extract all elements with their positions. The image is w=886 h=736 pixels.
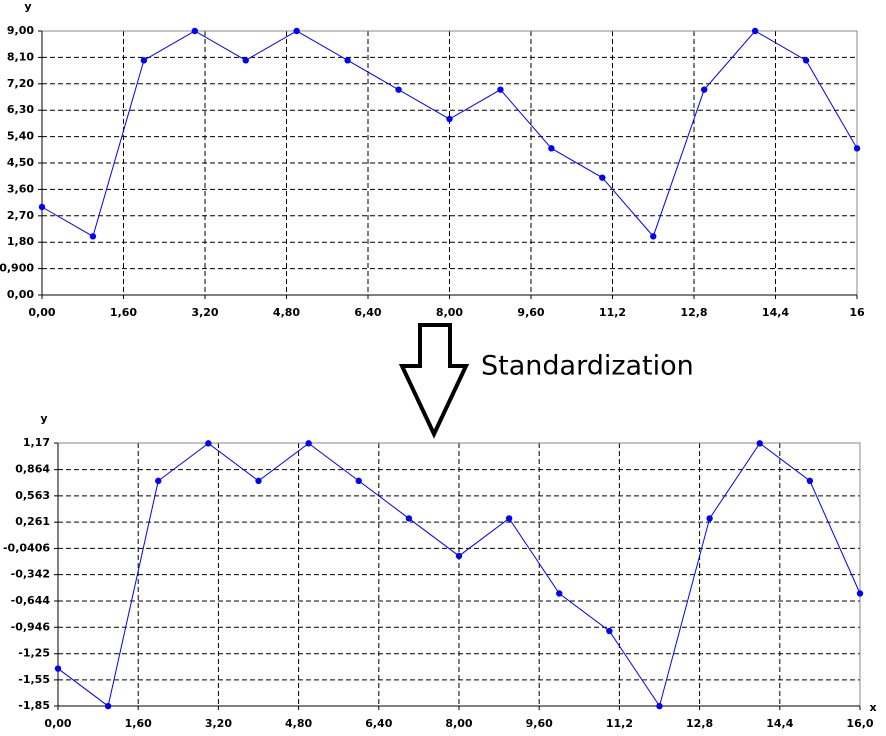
data-point bbox=[751, 27, 759, 35]
data-point bbox=[455, 552, 463, 560]
y-tick-label: 1,80 bbox=[7, 235, 34, 248]
y-tick-label: -0,342 bbox=[11, 568, 50, 581]
y-tick-label: 3,60 bbox=[7, 182, 34, 195]
data-point bbox=[505, 515, 513, 522]
y-tick-label: 0,900 bbox=[0, 262, 34, 275]
y-axis-label: y bbox=[24, 0, 31, 13]
x-tick-label: 4,80 bbox=[273, 306, 300, 319]
y-tick-label: -0,0406 bbox=[3, 541, 50, 554]
x-tick-label: 11,2 bbox=[606, 717, 633, 730]
x-tick-label: 1,60 bbox=[125, 717, 152, 730]
data-point bbox=[242, 57, 249, 64]
data-point bbox=[446, 115, 453, 123]
data-point bbox=[806, 477, 814, 485]
y-tick-label: -1,55 bbox=[18, 673, 50, 686]
data-point bbox=[395, 86, 402, 93]
data-point bbox=[606, 627, 613, 635]
data-point bbox=[853, 145, 861, 152]
data-point bbox=[497, 86, 504, 93]
data-line bbox=[41, 30, 858, 238]
data-point bbox=[706, 515, 713, 522]
data-point bbox=[556, 590, 563, 597]
data-point bbox=[656, 702, 663, 710]
data-point bbox=[802, 57, 810, 64]
data-point bbox=[205, 440, 212, 447]
x-tick-label: 6,40 bbox=[365, 717, 392, 730]
data-point bbox=[305, 440, 312, 447]
y-tick-label: 4,50 bbox=[7, 156, 34, 169]
x-tick-label: 0,00 bbox=[28, 306, 55, 319]
y-tick-label: 2,70 bbox=[7, 209, 34, 222]
data-point bbox=[104, 702, 112, 710]
data-point bbox=[355, 477, 362, 485]
y-tick-label: 5,40 bbox=[7, 130, 34, 143]
data-point bbox=[650, 233, 657, 240]
data-point bbox=[89, 233, 97, 240]
arrow bbox=[398, 323, 470, 439]
x-tick-label: 9,60 bbox=[526, 717, 553, 730]
y-tick-label: -0,644 bbox=[11, 594, 51, 607]
x-tick-label: 1,60 bbox=[110, 306, 137, 319]
y-tick-label: -0,946 bbox=[11, 620, 51, 633]
x-tick-label: 12,8 bbox=[680, 306, 707, 319]
y-tick-label: 0,261 bbox=[15, 515, 50, 528]
x-tick-label: 8,00 bbox=[445, 717, 472, 730]
y-tick-label: 9,00 bbox=[7, 24, 34, 37]
y-axis-label: y bbox=[40, 412, 47, 425]
x-tick-label: 16 bbox=[849, 306, 865, 319]
data-point bbox=[344, 57, 351, 64]
x-axis-label: x bbox=[869, 701, 876, 714]
y-tick-label: 8,10 bbox=[7, 50, 34, 63]
x-tick-label: 12,8 bbox=[686, 717, 713, 730]
x-tick-label: 14,4 bbox=[762, 306, 789, 319]
x-tick-label: 3,20 bbox=[191, 306, 218, 319]
y-tick-label: -1,25 bbox=[18, 647, 50, 660]
x-tick-label: 0,00 bbox=[44, 717, 71, 730]
data-point bbox=[405, 515, 413, 522]
y-tick-label: 0,864 bbox=[15, 463, 50, 476]
y-tick-label: 0,00 bbox=[7, 288, 34, 301]
data-point bbox=[700, 86, 708, 93]
x-tick-label: 3,20 bbox=[205, 717, 232, 730]
data-point bbox=[191, 27, 199, 35]
y-tick-label: -1,85 bbox=[18, 699, 50, 712]
data-point bbox=[54, 665, 62, 672]
y-tick-label: 1,17 bbox=[23, 436, 50, 449]
x-tick-label: 4,80 bbox=[285, 717, 312, 730]
y-tick-label: 7,20 bbox=[7, 77, 34, 90]
x-tick-label: 11,2 bbox=[599, 306, 626, 319]
data-point bbox=[293, 27, 300, 35]
data-point bbox=[856, 590, 864, 597]
x-tick-label: 9,60 bbox=[517, 306, 544, 319]
caption: Standardization bbox=[481, 351, 694, 382]
data-point bbox=[155, 477, 162, 485]
data-point bbox=[548, 145, 555, 152]
x-tick-label: 8,00 bbox=[436, 306, 463, 319]
data-point bbox=[255, 477, 262, 485]
data-point bbox=[38, 203, 46, 211]
x-tick-label: 6,40 bbox=[354, 306, 381, 319]
x-tick-label: 14,4 bbox=[766, 717, 793, 730]
data-point bbox=[599, 174, 606, 181]
y-tick-label: 6,30 bbox=[7, 103, 34, 116]
y-tick-label: 0,563 bbox=[15, 489, 50, 502]
data-point bbox=[756, 440, 763, 447]
data-point bbox=[140, 57, 148, 64]
x-tick-label: 16,0 bbox=[846, 717, 873, 730]
